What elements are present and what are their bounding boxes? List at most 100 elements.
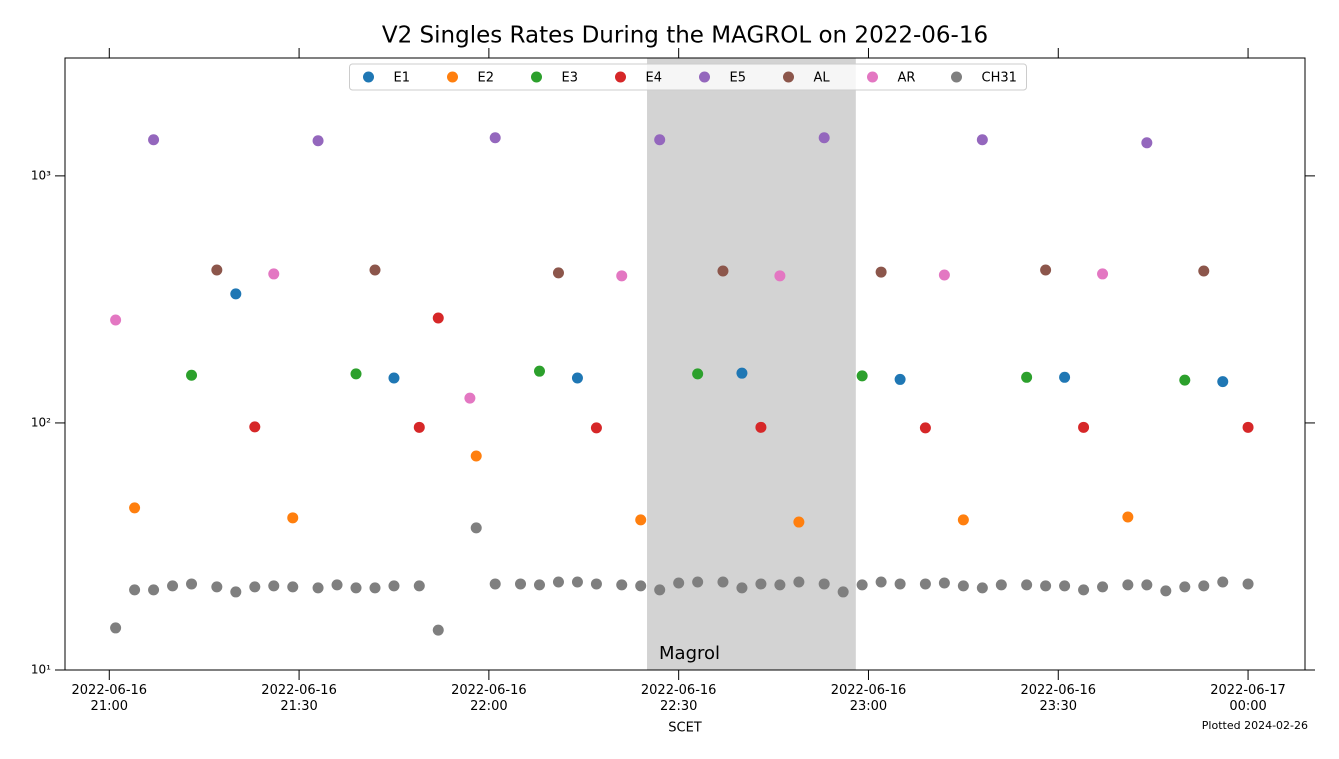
- point: [110, 622, 122, 634]
- point: [717, 576, 729, 588]
- point: [692, 576, 704, 588]
- point: [1217, 376, 1229, 388]
- point: [1059, 371, 1071, 383]
- point: [616, 270, 628, 282]
- point: [312, 582, 324, 594]
- point: [818, 578, 830, 590]
- legend: E1 E2 E3 E4 E5 AL AR CH31: [349, 63, 1027, 91]
- point: [489, 132, 501, 144]
- point: [654, 584, 666, 596]
- point: [938, 577, 950, 589]
- point: [129, 502, 141, 514]
- point: [590, 422, 602, 434]
- point: [148, 584, 160, 596]
- legend-label: E4: [646, 71, 663, 86]
- point: [552, 576, 564, 588]
- point: [1097, 268, 1109, 280]
- point: [470, 522, 482, 534]
- point: [1198, 265, 1210, 277]
- point: [571, 372, 583, 384]
- legend-label: E3: [562, 71, 579, 86]
- legend-label: E1: [394, 71, 411, 86]
- point: [1217, 576, 1229, 588]
- point: [755, 578, 767, 590]
- point: [287, 581, 299, 593]
- legend-marker: [951, 71, 962, 83]
- point: [717, 265, 729, 277]
- point: [1141, 137, 1153, 149]
- point: [249, 581, 261, 593]
- point: [1242, 421, 1254, 433]
- point: [938, 269, 950, 281]
- legend-label: CH31: [982, 71, 1017, 86]
- point: [331, 579, 343, 591]
- point: [129, 584, 141, 596]
- point: [1078, 584, 1090, 596]
- x-tick-label: 2022-06-16 22:00: [451, 683, 527, 714]
- point: [692, 368, 704, 380]
- legend-label: E5: [730, 71, 747, 86]
- legend-label: E2: [478, 71, 495, 86]
- point: [1122, 579, 1134, 591]
- point: [413, 580, 425, 592]
- point: [590, 578, 602, 590]
- point: [186, 578, 198, 590]
- point: [1141, 579, 1153, 591]
- point: [1040, 580, 1052, 592]
- point: [268, 580, 280, 592]
- point: [432, 624, 444, 636]
- point: [515, 578, 527, 590]
- point: [635, 580, 647, 592]
- point: [167, 580, 179, 592]
- point: [635, 514, 647, 526]
- span-label: Magrol: [659, 643, 720, 664]
- point: [1078, 421, 1090, 433]
- point: [211, 264, 223, 276]
- point: [470, 450, 482, 462]
- point: [957, 580, 969, 592]
- x-tick-label: 2022-06-16 23:00: [830, 683, 907, 714]
- point: [1021, 579, 1033, 591]
- plot-frame: [64, 57, 1306, 671]
- point: [350, 582, 362, 594]
- point: [1160, 585, 1172, 597]
- point: [774, 270, 786, 282]
- point: [995, 579, 1007, 591]
- point: [1242, 578, 1254, 590]
- point: [489, 578, 501, 590]
- point: [976, 134, 988, 146]
- point: [464, 392, 476, 404]
- x-tick-label: 2022-06-16 23:30: [1020, 683, 1097, 714]
- point: [755, 421, 767, 433]
- footnote: Plotted 2024-02-26: [1202, 719, 1308, 732]
- point: [1040, 264, 1052, 276]
- point: [856, 370, 868, 382]
- legend-label: AL: [814, 71, 831, 86]
- point: [774, 579, 786, 591]
- point: [616, 579, 628, 591]
- point: [875, 576, 887, 588]
- y-tick-label: 10²: [31, 415, 51, 429]
- point: [1097, 581, 1109, 593]
- point: [148, 134, 160, 146]
- legend-label: AR: [898, 71, 916, 86]
- point: [432, 312, 444, 324]
- point: [837, 586, 849, 598]
- magrol-span: [647, 58, 856, 670]
- x-tick-label: 2022-06-16 21:00: [71, 683, 148, 714]
- point: [533, 365, 545, 377]
- x-tick-label: 2022-06-16 21:30: [261, 683, 337, 714]
- point: [571, 576, 583, 588]
- point: [110, 314, 122, 326]
- point: [793, 576, 805, 588]
- point: [1122, 511, 1134, 523]
- point: [533, 579, 545, 591]
- legend-marker: [615, 71, 626, 83]
- point: [230, 586, 242, 598]
- point: [369, 582, 381, 594]
- point: [388, 580, 400, 592]
- point: [736, 582, 748, 594]
- point: [919, 422, 931, 434]
- point: [654, 134, 666, 146]
